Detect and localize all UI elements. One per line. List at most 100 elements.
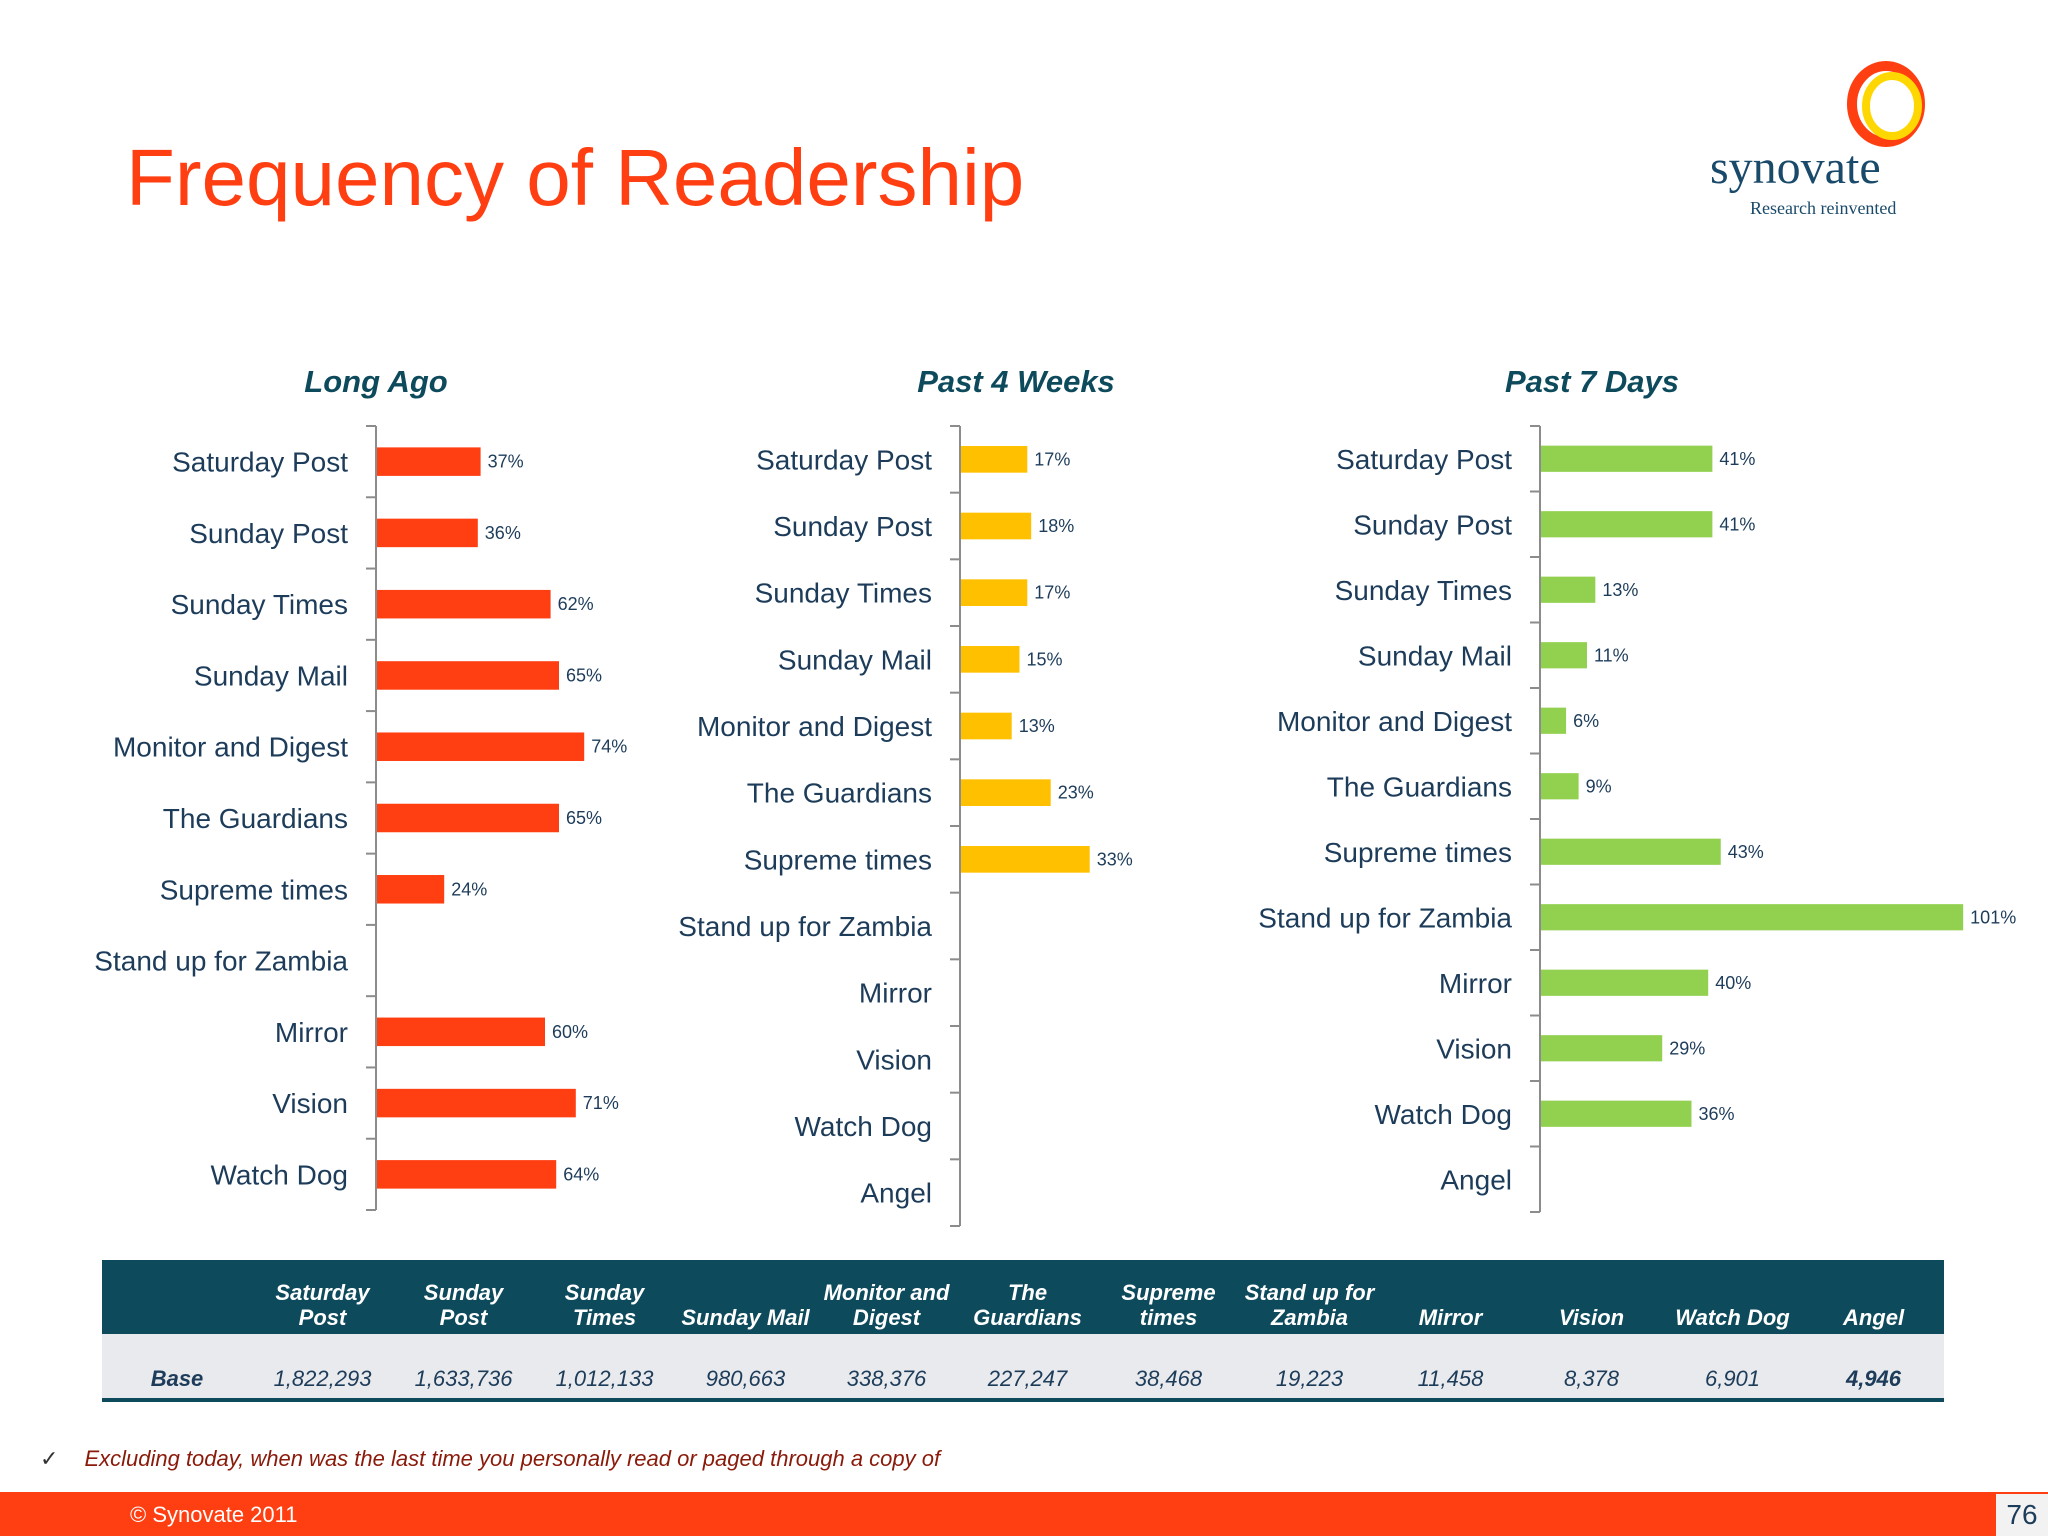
data-label: 13% — [1602, 580, 1638, 600]
header-line: Times — [572, 1305, 637, 1330]
table-cell: 4,946 — [1803, 1344, 1944, 1402]
category-label: Stand up for Zambia — [94, 946, 348, 977]
table-column-header: Sunday Mail — [675, 1260, 816, 1334]
table-spacer — [957, 1334, 1098, 1344]
bar — [961, 446, 1028, 473]
page-number: 76 — [1996, 1494, 2048, 1536]
data-label: 74% — [591, 737, 627, 757]
header-line: Watch Dog — [1675, 1305, 1790, 1330]
data-label: 17% — [1034, 449, 1070, 469]
data-label: 43% — [1728, 842, 1764, 862]
category-label: Saturday Post — [756, 444, 932, 475]
category-label: Supreme times — [1324, 837, 1512, 868]
header-line: Sunday — [564, 1280, 645, 1305]
bar — [1541, 445, 1713, 472]
category-label: Angel — [1440, 1164, 1512, 1195]
category-label: Monitor and Digest — [113, 732, 348, 763]
readership-charts: Long Ago Saturday Post 37% Sunday Post 36% Su… — [94, 364, 2016, 1227]
bar — [1541, 838, 1721, 865]
table-spacer — [1380, 1334, 1521, 1344]
logo-wordmark: synovate — [1710, 141, 1881, 194]
header-line: Post — [298, 1305, 347, 1330]
header-line: Saturday — [275, 1280, 370, 1305]
table-column-header: Watch Dog — [1662, 1260, 1803, 1334]
bar — [377, 1088, 576, 1118]
bar — [1541, 773, 1579, 800]
bar — [1541, 904, 1964, 931]
table-column-header: Stand up for Zambia — [1239, 1260, 1380, 1334]
table-spacer — [816, 1334, 957, 1344]
header-line: Vision — [1558, 1305, 1625, 1330]
category-label: Mirror — [859, 978, 932, 1009]
table-cell: 8,378 — [1521, 1344, 1662, 1402]
data-label: 40% — [1715, 973, 1751, 993]
data-label: 41% — [1719, 449, 1755, 469]
header-line: Supreme — [1121, 1280, 1216, 1305]
bar — [1541, 642, 1587, 669]
header-line — [1803, 1280, 1944, 1305]
bar — [377, 732, 585, 761]
data-label: 36% — [1698, 1104, 1734, 1124]
header-line: The — [1007, 1280, 1048, 1305]
data-label: 9% — [1586, 776, 1612, 796]
category-label: Watch Dog — [795, 1111, 932, 1142]
header-line: Monitor and — [823, 1280, 950, 1305]
category-label: Sunday Mail — [194, 660, 348, 691]
table-column-header: Sunday Post — [393, 1260, 534, 1334]
table-spacer — [1662, 1334, 1803, 1344]
bar — [377, 875, 445, 904]
data-label: 64% — [563, 1164, 599, 1184]
header-line: Stand up for — [1244, 1280, 1375, 1305]
header-line: Zambia — [1270, 1305, 1349, 1330]
category-label: Sunday Times — [1335, 575, 1512, 606]
category-label: Sunday Post — [189, 518, 348, 549]
category-label: Saturday Post — [1336, 444, 1512, 475]
logo-ring-icon — [1847, 61, 1925, 147]
category-label: Sunday Post — [773, 511, 932, 542]
data-label: 6% — [1573, 711, 1599, 731]
base-table: Saturday Post Sunday Post Sunday Times Sunday… — [102, 1260, 1944, 1402]
table-row-label: Base — [102, 1344, 252, 1402]
header-line: Digest — [852, 1305, 921, 1330]
table-spacer — [675, 1334, 816, 1344]
category-label: Sunday Mail — [1358, 640, 1512, 671]
table-cell: 980,663 — [675, 1344, 816, 1402]
category-label: Watch Dog — [1375, 1099, 1512, 1130]
table-spacer — [1239, 1334, 1380, 1344]
header-line: Sunday — [423, 1280, 504, 1305]
bar — [1541, 576, 1596, 603]
category-label: Vision — [856, 1044, 932, 1075]
data-label: 15% — [1027, 649, 1063, 669]
category-label: Supreme times — [744, 844, 932, 875]
category-label: Vision — [272, 1088, 348, 1119]
category-label: The Guardians — [747, 778, 932, 809]
table-column-header: Supreme times — [1098, 1260, 1239, 1334]
synovate-logo: synovate Research reinvented — [1700, 58, 1940, 228]
table-spacer — [1521, 1334, 1662, 1344]
bar — [377, 1017, 545, 1047]
data-label: 17% — [1034, 583, 1070, 603]
data-label: 71% — [583, 1093, 619, 1113]
table-column-header: Mirror — [1380, 1260, 1521, 1334]
chart-title: Past 4 Weeks — [917, 364, 1115, 399]
table-column-header: The Guardians — [957, 1260, 1098, 1334]
data-label: 29% — [1669, 1038, 1705, 1058]
table-spacer — [393, 1334, 534, 1344]
header-line: Angel — [1842, 1305, 1905, 1330]
category-label: Mirror — [275, 1017, 348, 1048]
data-label: 37% — [488, 452, 524, 472]
header-line: Mirror — [1418, 1305, 1483, 1330]
header-line: Sunday Mail — [681, 1305, 810, 1330]
bar — [1541, 1100, 1692, 1127]
table-cell: 19,223 — [1239, 1344, 1380, 1402]
bar — [377, 447, 481, 476]
table-cell: 11,458 — [1380, 1344, 1521, 1402]
category-label: Monitor and Digest — [1277, 706, 1512, 737]
data-label: 18% — [1038, 516, 1074, 536]
data-label: 65% — [566, 808, 602, 828]
category-label: Sunday Mail — [778, 644, 932, 675]
bar — [1541, 511, 1713, 538]
header-line — [1521, 1280, 1662, 1305]
table-spacer — [1803, 1334, 1944, 1344]
data-label: 101% — [1970, 907, 2016, 927]
